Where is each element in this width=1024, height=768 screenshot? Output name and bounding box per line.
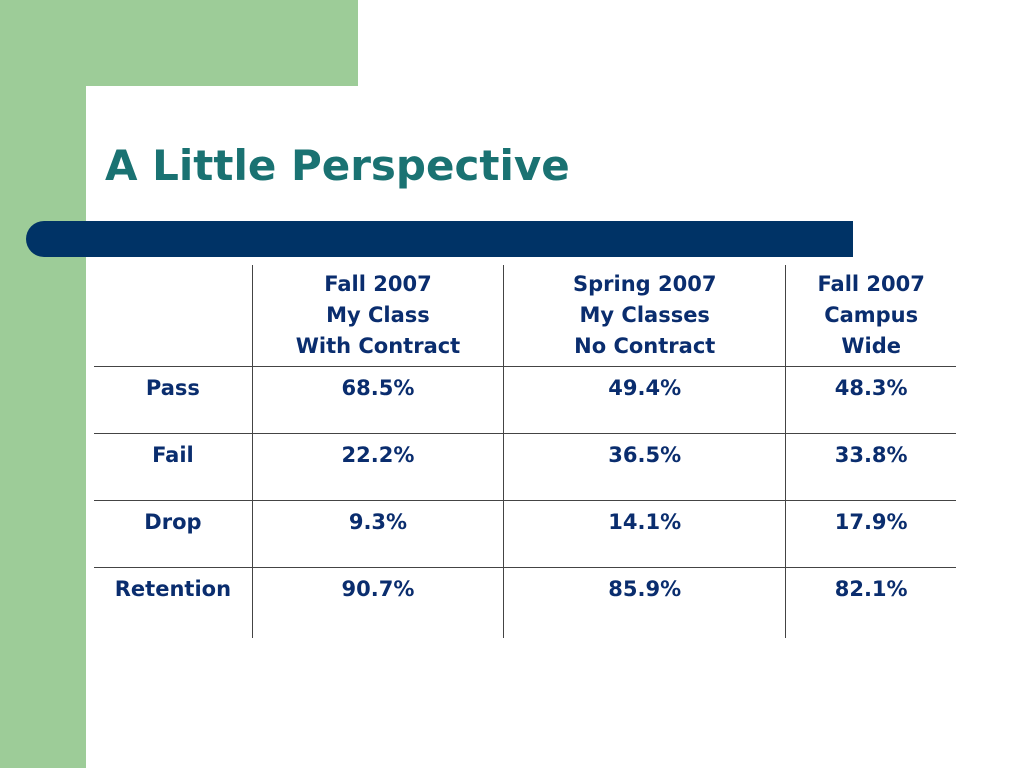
header-spring-2007-my-classes: Spring 2007 My Classes No Contract <box>503 265 786 367</box>
decorative-navy-bar <box>26 221 853 257</box>
row-label: Fail <box>94 433 253 501</box>
table-row-retention: Retention 90.7% 85.9% 82.1% <box>94 567 956 638</box>
decorative-rounded-corner <box>86 86 146 146</box>
header-line: Fall 2007 <box>324 272 432 296</box>
row-label: Pass <box>94 366 253 434</box>
header-fall-2007-campus-wide: Fall 2007 Campus Wide <box>785 265 956 367</box>
header-line: Campus <box>824 303 919 327</box>
table-row-fail: Fail 22.2% 36.5% 33.8% <box>94 433 956 501</box>
table-cell: 85.9% <box>503 567 786 638</box>
header-line: No Contract <box>574 334 716 358</box>
decorative-green-left-band <box>0 0 86 768</box>
table-cell: 36.5% <box>503 433 786 501</box>
table-cell: 90.7% <box>251 567 504 638</box>
table-cell: 22.2% <box>251 433 504 501</box>
table-cell: 33.8% <box>785 433 956 501</box>
header-line: Fall 2007 <box>817 272 925 296</box>
table-cell: 82.1% <box>785 567 956 638</box>
header-fall-2007-my-class: Fall 2007 My Class With Contract <box>251 265 504 367</box>
table-cell: 17.9% <box>785 500 956 568</box>
header-line: With Contract <box>295 334 461 358</box>
comparison-table: Fall 2007 My Class With Contract Spring … <box>94 265 956 638</box>
table-header-row: Fall 2007 My Class With Contract Spring … <box>94 265 956 367</box>
table-cell: 49.4% <box>503 366 786 434</box>
table-cell: 68.5% <box>251 366 504 434</box>
header-line: My Class <box>326 303 430 327</box>
header-line: Spring 2007 <box>573 272 717 296</box>
slide-title: A Little Perspective <box>105 141 570 190</box>
table-row-pass: Pass 68.5% 49.4% 48.3% <box>94 366 956 434</box>
table-cell: 14.1% <box>503 500 786 568</box>
table-row-drop: Drop 9.3% 14.1% 17.9% <box>94 500 956 568</box>
table-cell: 9.3% <box>251 500 504 568</box>
row-label: Drop <box>94 500 253 568</box>
header-line: My Classes <box>579 303 710 327</box>
table-cell: 48.3% <box>785 366 956 434</box>
row-label: Retention <box>94 567 253 638</box>
header-line: Wide <box>841 334 901 358</box>
header-empty-cell <box>94 265 252 367</box>
